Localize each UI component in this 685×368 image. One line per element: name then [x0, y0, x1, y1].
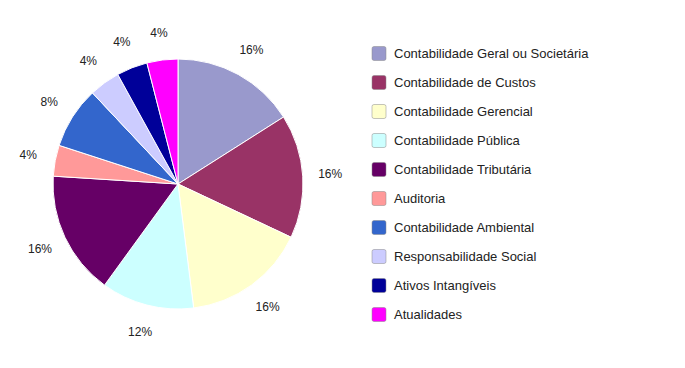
legend-swatch	[372, 76, 386, 90]
data-label: 16%	[239, 43, 263, 57]
chart-svg: 16% 16% 16% 12% 16% 4% 8% 4% 4% 4% Contabilidade G…	[0, 0, 685, 368]
legend-swatch	[372, 163, 386, 177]
legend-swatch	[372, 192, 386, 206]
legend-label: Contabilidade Pública	[394, 133, 521, 148]
legend-swatch	[372, 250, 386, 264]
pie-slice	[147, 59, 178, 184]
legend-label: Atualidades	[394, 307, 462, 322]
legend-label: Contabilidade Ambiental	[394, 220, 534, 235]
legend-swatch	[372, 134, 386, 148]
background	[0, 0, 685, 368]
data-label: 16%	[318, 167, 342, 181]
legend-swatch	[372, 221, 386, 235]
data-label: 8%	[41, 95, 59, 109]
legend-swatch	[372, 308, 386, 322]
pie-slice	[178, 184, 291, 308]
legend-swatch	[372, 47, 386, 61]
legend-swatch	[372, 105, 386, 119]
data-label: 4%	[20, 148, 38, 162]
legend-label: Contabilidade de Custos	[394, 75, 536, 90]
legend-label: Ativos Intangíveis	[394, 278, 496, 293]
legend-label: Contabilidade Gerencial	[394, 104, 533, 119]
data-labels: 16% 16% 16% 12% 16% 4% 8% 4% 4% 4%	[20, 26, 343, 339]
data-label: 4%	[150, 26, 168, 40]
chart-container: 16% 16% 16% 12% 16% 4% 8% 4% 4% 4% Contabilidade G…	[0, 0, 685, 368]
data-label: 12%	[128, 325, 152, 339]
legend-swatch	[372, 279, 386, 293]
data-label: 4%	[80, 54, 98, 68]
legend-label: Responsabilidade Social	[394, 249, 536, 264]
legend: Contabilidade Geral ou Societária Contabi…	[372, 46, 589, 322]
pie-slices	[53, 59, 303, 309]
data-label: 16%	[28, 242, 52, 256]
data-label: 4%	[113, 35, 131, 49]
legend-label: Auditoria	[394, 191, 446, 206]
legend-label: Contabilidade Geral ou Societária	[394, 46, 589, 61]
data-label: 16%	[256, 300, 280, 314]
pie-slice	[53, 176, 178, 285]
legend-label: Contabilidade Tributária	[394, 162, 532, 177]
